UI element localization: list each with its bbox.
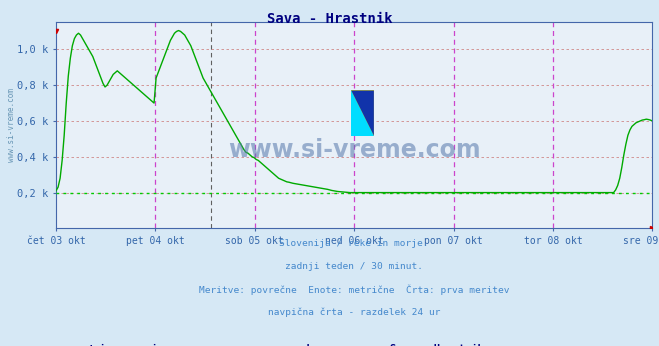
Text: Slovenija / reke in morje.: Slovenija / reke in morje. — [279, 239, 429, 248]
Text: Sava - Hrastnik: Sava - Hrastnik — [267, 12, 392, 26]
Polygon shape — [351, 90, 374, 136]
Text: www.si-vreme.com: www.si-vreme.com — [228, 138, 480, 162]
Text: sedaj:: sedaj: — [74, 344, 111, 346]
Text: Meritve: povrečne  Enote: metrične  Črta: prva meritev: Meritve: povrečne Enote: metrične Črta: … — [199, 284, 509, 295]
Polygon shape — [351, 90, 374, 136]
Text: maks.:: maks.: — [295, 344, 332, 346]
Text: navpična črta - razdelek 24 ur: navpična črta - razdelek 24 ur — [268, 307, 440, 317]
Text: Sava - Hrastnik: Sava - Hrastnik — [390, 344, 484, 346]
Bar — [351, 90, 374, 136]
Text: povpr.:: povpr.: — [217, 344, 261, 346]
Text: www.si-vreme.com: www.si-vreme.com — [7, 89, 16, 162]
Text: zadnji teden / 30 minut.: zadnji teden / 30 minut. — [285, 262, 423, 271]
Text: min.:: min.: — [146, 344, 177, 346]
